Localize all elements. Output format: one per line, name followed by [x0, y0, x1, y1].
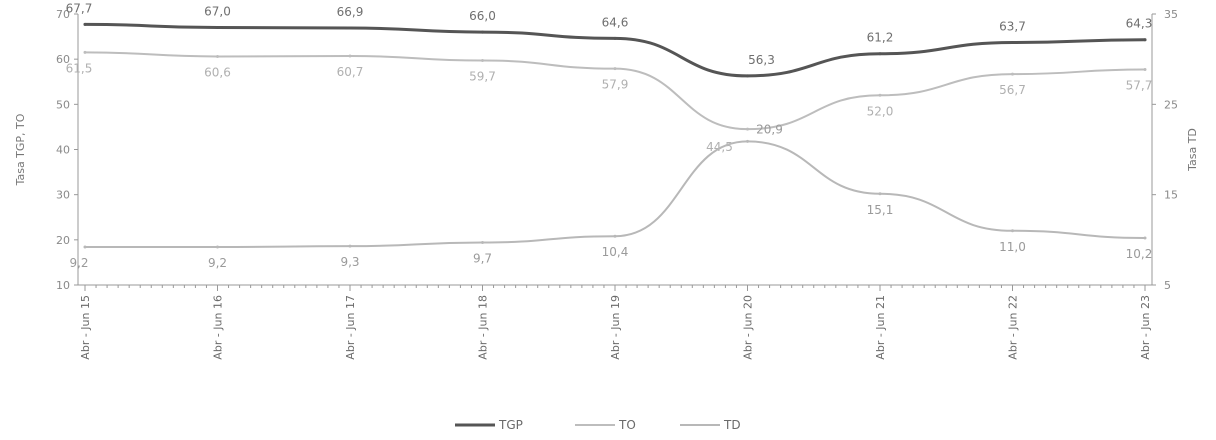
data-point-td: [746, 139, 749, 143]
data-label-to: 59,7: [469, 70, 496, 84]
y-tick-label-left: 30: [56, 189, 70, 202]
y-tick-label-right: 15: [1164, 189, 1178, 202]
data-point-to: [481, 59, 484, 63]
x-tick-label: Abr - Jun 23: [1139, 295, 1152, 360]
data-label-to: 61,5: [66, 61, 93, 75]
legend-label-to: TO: [618, 418, 636, 432]
data-label-tgp: 64,6: [602, 15, 629, 29]
data-label-td: 10,2: [1126, 247, 1153, 261]
data-label-tgp: 67,7: [66, 1, 93, 15]
data-label-tgp: 66,9: [337, 5, 364, 19]
data-point-to: [878, 93, 882, 97]
x-tick-label: Abr - Jun 21: [874, 295, 887, 360]
y-tick-label-right: 5: [1164, 279, 1171, 292]
legend-label-tgp: TGP: [498, 418, 523, 432]
legend-label-td: TD: [723, 418, 741, 432]
x-tick-label: Abr - Jun 19: [609, 295, 622, 360]
x-tick-label: Abr - Jun 18: [477, 295, 490, 360]
data-label-to: 60,6: [204, 65, 231, 79]
y-axis-title-right: Tasa TD: [1186, 128, 1199, 172]
data-label-to: 44,5: [706, 140, 733, 154]
data-label-td: 9,7: [473, 252, 492, 266]
data-point-tgp: [348, 26, 352, 30]
x-tick-label: Abr - Jun 17: [344, 295, 357, 360]
data-label-td: 20,9: [756, 122, 783, 136]
y-tick-label-right: 35: [1164, 8, 1178, 21]
data-label-to: 57,9: [602, 78, 629, 92]
data-label-tgp: 67,0: [204, 5, 231, 19]
data-point-tgp: [746, 74, 749, 78]
series-line-tgp: [83, 22, 1147, 78]
data-label-tgp: 66,0: [469, 9, 496, 23]
data-label-tgp: 63,7: [999, 19, 1026, 33]
data-point-td: [481, 241, 484, 245]
y-tick-label-left: 20: [56, 234, 70, 247]
data-point-to: [1143, 68, 1147, 72]
data-point-tgp: [83, 22, 87, 26]
data-point-tgp: [481, 30, 484, 34]
data-point-td: [1143, 236, 1147, 240]
data-label-tgp: 64,3: [1126, 17, 1153, 31]
data-point-tgp: [878, 52, 882, 56]
data-point-to: [83, 50, 87, 54]
data-point-td: [1011, 229, 1014, 233]
data-label-to: 56,7: [999, 83, 1026, 97]
x-tick-label: Abr - Jun 16: [212, 295, 225, 360]
data-point-to: [746, 127, 749, 131]
data-label-td: 11,0: [999, 240, 1026, 254]
x-tick-label: Abr - Jun 15: [79, 295, 92, 360]
y-tick-label-left: 50: [56, 98, 70, 111]
data-point-tgp: [216, 26, 219, 30]
data-point-tgp: [1143, 38, 1147, 42]
data-label-tgp: 56,3: [748, 53, 775, 67]
y-tick-label-left: 10: [56, 279, 70, 292]
y-tick-label-right: 25: [1164, 98, 1178, 111]
data-point-tgp: [613, 36, 617, 40]
series-line-to: [84, 51, 1146, 131]
y-tick-label-left: 40: [56, 144, 70, 157]
data-label-td: 9,2: [208, 256, 227, 270]
data-label-to: 57,7: [1126, 79, 1153, 93]
data-label-td: 9,3: [340, 255, 359, 269]
data-point-td: [613, 234, 617, 238]
data-label-td: 9,2: [69, 256, 88, 270]
x-tick-label: Abr - Jun 20: [742, 295, 755, 360]
data-point-td: [216, 245, 219, 249]
y-axis-title-left: Tasa TGP, TO: [14, 113, 27, 186]
data-point-to: [216, 54, 219, 58]
data-label-td: 15,1: [867, 203, 894, 217]
data-point-to: [613, 67, 617, 71]
data-label-tgp: 61,2: [867, 31, 894, 45]
data-point-to: [1011, 72, 1014, 76]
data-point-td: [83, 245, 87, 249]
series-line-td: [84, 140, 1146, 249]
data-label-to: 60,7: [337, 65, 364, 79]
data-label-td: 10,4: [602, 245, 629, 259]
data-label-to: 52,0: [867, 104, 894, 118]
data-point-to: [348, 54, 352, 58]
data-point-td: [878, 192, 882, 196]
data-point-tgp: [1011, 40, 1014, 44]
x-tick-label: Abr - Jun 22: [1007, 295, 1020, 360]
y-tick-label-left: 60: [56, 53, 70, 66]
y-tick-label-left: 70: [56, 8, 70, 21]
data-point-td: [348, 244, 352, 248]
